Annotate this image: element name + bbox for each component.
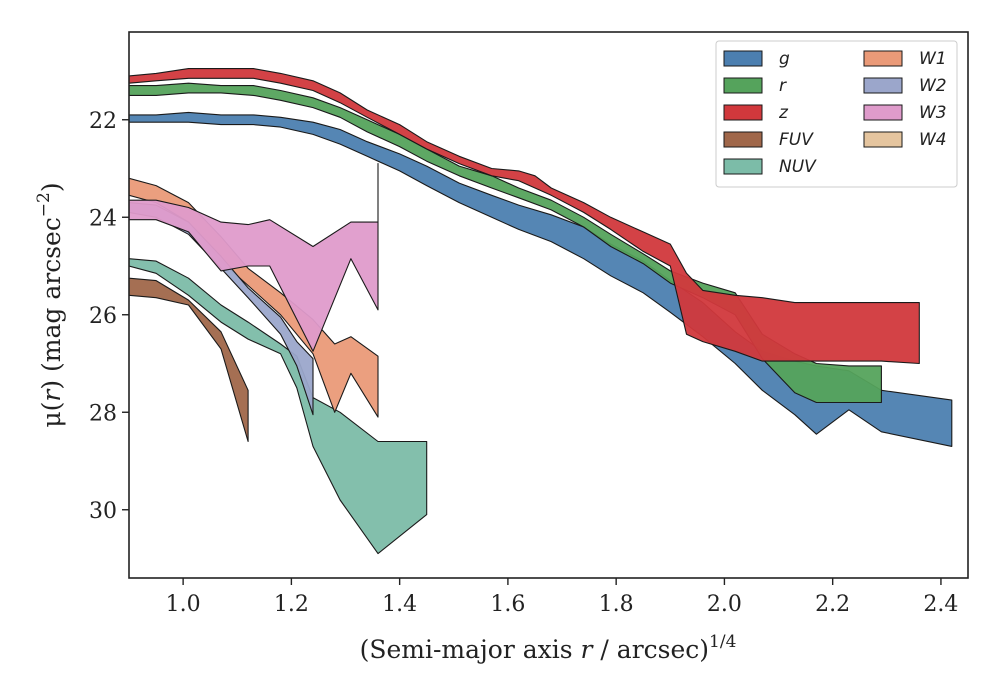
x-tick-label: 2.4 (923, 592, 958, 617)
y-axis-ticks: 22 24 26 28 30 (89, 109, 129, 524)
x-tick-label: 1.4 (382, 592, 417, 617)
band-z (129, 68, 920, 365)
legend-swatch-fuv (723, 131, 763, 148)
x-axis-label: (Semi-major axis r / arcsec)1/4 (360, 632, 737, 664)
legend-swatch-w3 (863, 104, 903, 121)
legend-label-g: g (779, 49, 790, 69)
legend-swatch-w2 (863, 77, 903, 94)
x-axis-ticks: 1.0 1.2 1.4 1.6 1.8 2.0 2.2 2.4 (166, 578, 958, 617)
legend-label-nuv: NUV (779, 157, 817, 177)
y-axis-label: μ(r) (mag arcsec−2) (34, 182, 66, 427)
x-tick-label: 1.6 (490, 592, 525, 617)
legend-swatch-w1 (863, 50, 903, 67)
legend-label-w2: W2 (919, 76, 947, 96)
legend-label-w3: W3 (919, 103, 947, 123)
legend-swatch-w4 (863, 131, 903, 148)
x-tick-label: 1.0 (166, 592, 201, 617)
y-tick-label: 24 (89, 206, 117, 231)
legend-label-z: z (778, 103, 789, 123)
legend-swatch-nuv (723, 158, 763, 175)
band-fuv (129, 277, 249, 443)
y-tick-label: 22 (89, 109, 117, 134)
legend-label-w1: W1 (919, 49, 947, 69)
band-g (129, 111, 953, 447)
legend-label-w4: W4 (919, 130, 947, 150)
y-tick-label: 26 (89, 304, 117, 329)
legend: grz FUV NUV W1 W2 W3 W4 (715, 40, 958, 188)
legend-label-fuv: FUV (779, 130, 814, 150)
band-nuv (129, 258, 428, 555)
x-tick-label: 1.2 (274, 592, 309, 617)
y-tick-label: 30 (89, 499, 117, 524)
x-tick-label: 2.0 (707, 592, 742, 617)
band-r (129, 82, 882, 404)
legend-swatch-r (723, 77, 763, 94)
x-tick-label: 1.8 (599, 592, 634, 617)
band-w3 (129, 199, 379, 352)
legend-swatch-z (723, 104, 763, 121)
legend-swatch-g (723, 50, 763, 67)
y-tick-label: 28 (89, 401, 117, 426)
x-tick-label: 2.2 (815, 592, 850, 617)
legend-label-r: r (779, 76, 787, 96)
plot-frame (128, 31, 969, 579)
series-bands (129, 68, 953, 555)
